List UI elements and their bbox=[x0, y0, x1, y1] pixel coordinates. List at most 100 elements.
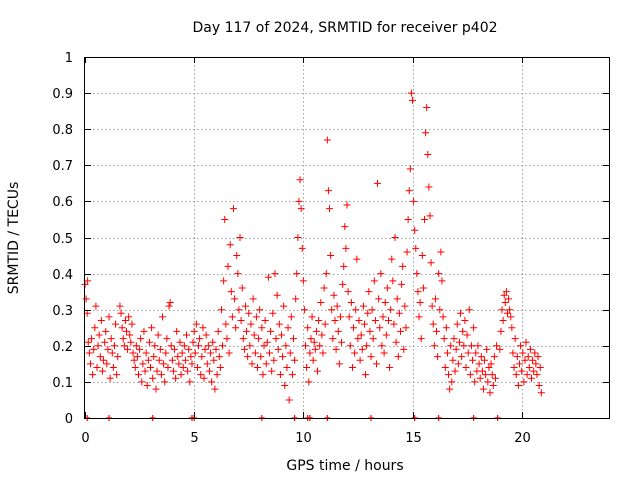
data-point bbox=[443, 349, 451, 357]
data-point bbox=[324, 187, 332, 195]
data-point bbox=[474, 342, 482, 350]
data-point bbox=[210, 356, 218, 364]
data-point bbox=[116, 302, 124, 310]
data-point bbox=[502, 288, 510, 296]
data-point bbox=[291, 356, 299, 364]
data-point bbox=[129, 349, 137, 357]
data-point bbox=[417, 335, 425, 343]
data-point bbox=[297, 205, 305, 213]
data-point bbox=[95, 331, 103, 339]
y-tick-label: 1 bbox=[65, 51, 73, 66]
data-point bbox=[121, 317, 129, 325]
data-point bbox=[156, 345, 164, 353]
data-point bbox=[338, 338, 346, 346]
data-point bbox=[262, 360, 270, 368]
x-tick-label: 0 bbox=[81, 431, 89, 446]
data-point bbox=[312, 327, 320, 335]
data-point bbox=[413, 270, 421, 278]
data-point bbox=[269, 309, 277, 317]
data-point bbox=[134, 371, 142, 379]
data-point bbox=[232, 324, 240, 332]
data-point bbox=[171, 345, 179, 353]
data-point bbox=[482, 371, 490, 379]
data-point bbox=[436, 306, 444, 314]
data-point bbox=[179, 363, 187, 371]
data-point bbox=[415, 313, 423, 321]
data-point bbox=[535, 382, 543, 390]
data-point bbox=[379, 313, 387, 321]
data-point bbox=[151, 342, 159, 350]
data-point bbox=[209, 338, 217, 346]
data-point bbox=[190, 327, 198, 335]
data-point bbox=[259, 371, 267, 379]
data-point bbox=[120, 342, 128, 350]
data-point bbox=[288, 371, 296, 379]
data-point bbox=[133, 353, 141, 361]
data-point bbox=[189, 338, 197, 346]
y-tick-label: 0.1 bbox=[52, 376, 73, 391]
data-point bbox=[485, 363, 493, 371]
data-point bbox=[160, 360, 168, 368]
data-point bbox=[252, 313, 260, 321]
data-point bbox=[260, 342, 268, 350]
data-point bbox=[164, 363, 172, 371]
data-point bbox=[299, 277, 307, 285]
data-point bbox=[275, 320, 283, 328]
data-point bbox=[359, 302, 367, 310]
data-point bbox=[374, 179, 382, 187]
data-point bbox=[278, 331, 285, 339]
data-point bbox=[184, 367, 192, 375]
data-point bbox=[102, 327, 110, 335]
data-point bbox=[392, 338, 400, 346]
data-point bbox=[180, 342, 188, 350]
data-point bbox=[142, 349, 150, 357]
x-tick-label: 15 bbox=[405, 431, 422, 446]
data-point bbox=[483, 345, 491, 353]
data-point bbox=[315, 317, 323, 325]
data-point bbox=[268, 367, 276, 375]
data-point bbox=[303, 363, 311, 371]
data-point bbox=[211, 385, 219, 393]
plot-frame bbox=[84, 57, 610, 419]
data-point bbox=[332, 345, 340, 353]
data-point bbox=[382, 331, 390, 339]
data-point bbox=[237, 317, 245, 325]
data-point bbox=[360, 320, 368, 328]
x-tick-label: 10 bbox=[295, 431, 312, 446]
data-point bbox=[310, 338, 318, 346]
data-point bbox=[137, 335, 145, 343]
data-point bbox=[264, 273, 272, 281]
data-point bbox=[366, 327, 374, 335]
data-point bbox=[148, 324, 156, 332]
data-point bbox=[348, 363, 356, 371]
data-point bbox=[245, 309, 253, 317]
data-point bbox=[402, 324, 410, 332]
data-point bbox=[498, 306, 506, 314]
data-point bbox=[381, 298, 389, 306]
data-point bbox=[499, 317, 507, 325]
data-point bbox=[223, 335, 231, 343]
data-point bbox=[104, 345, 112, 353]
data-point bbox=[422, 129, 430, 137]
data-point bbox=[390, 320, 398, 328]
data-point bbox=[514, 382, 522, 390]
data-point bbox=[144, 356, 152, 364]
data-point bbox=[484, 378, 492, 386]
data-point bbox=[311, 345, 319, 353]
data-point bbox=[117, 309, 125, 317]
data-point bbox=[457, 309, 465, 317]
data-point bbox=[263, 338, 271, 346]
y-tick-label: 0 bbox=[65, 412, 73, 427]
data-point bbox=[195, 342, 203, 350]
data-point bbox=[507, 313, 515, 321]
data-point bbox=[287, 313, 295, 321]
data-point bbox=[290, 335, 298, 343]
data-point bbox=[357, 331, 365, 339]
data-point bbox=[403, 248, 411, 256]
data-point bbox=[280, 302, 288, 310]
data-point bbox=[481, 356, 489, 364]
data-point bbox=[475, 360, 483, 368]
data-point bbox=[418, 252, 426, 260]
data-point bbox=[100, 356, 108, 364]
